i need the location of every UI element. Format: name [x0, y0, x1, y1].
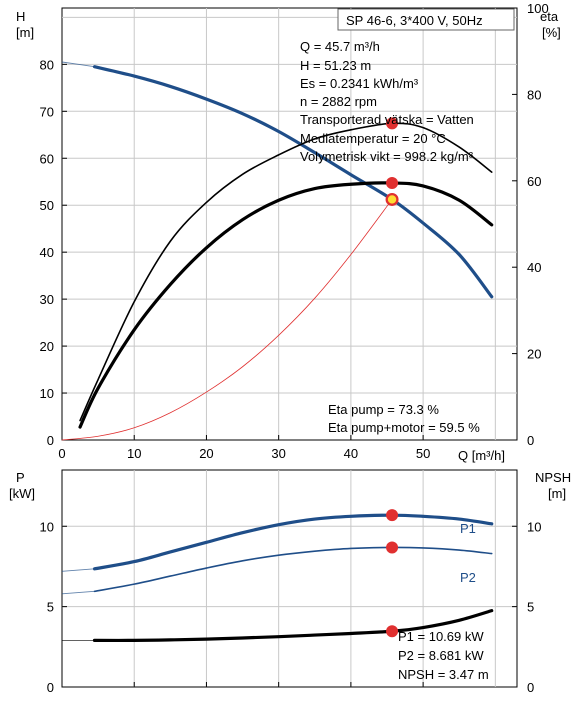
bot-plot-frame [61, 469, 518, 688]
y-tick-label-right: 80 [527, 87, 541, 102]
y-tick-label-right: 40 [527, 260, 541, 275]
bot-op-marker [386, 541, 399, 554]
bottom-ylabel-right-line2: [m] [548, 486, 566, 501]
efficiency-info: Eta pump = 73.3 % Eta pump+motor = 59.5 … [328, 402, 480, 435]
bottom-markers [386, 509, 399, 638]
top-curve-2 [78, 181, 494, 429]
bot-op-marker [386, 625, 399, 638]
y-tick-label-left: 5 [47, 600, 54, 615]
title-box [337, 8, 515, 31]
info-energy: Es = 0.2341 kWh/m³ [300, 76, 419, 91]
power-npsh-chart: 0 5 10 0 5 10 P [kW] NPSH [m] P1 P2 P1 = 10.6… [9, 469, 571, 695]
top-op-marker [387, 195, 397, 204]
bottom-curves [61, 513, 494, 643]
top-op-marker [386, 117, 399, 130]
bottom-tick-labels: 0 5 10 0 5 10 [40, 519, 542, 695]
performance-chart: 0 10 20 30 40 50 0 10 20 30 40 50 60 70 80 0 20 40 60 80 100… [16, 1, 561, 463]
y-tick-label-right: 5 [527, 600, 534, 615]
y-tick-label-left: 30 [40, 292, 54, 307]
y-tick-label-right: 10 [527, 519, 541, 534]
y-tick-label-left: 50 [40, 198, 54, 213]
info-speed: n = 2882 rpm [300, 94, 377, 109]
top-ylabel-right-line2: [%] [542, 25, 561, 40]
info-flow: Q = 45.7 m³/h [300, 39, 380, 54]
info-p2: P2 = 8.681 kW [398, 648, 484, 663]
y-tick-label-left: 60 [40, 151, 54, 166]
info-temperature: Mediatemperatur = 20 °C [300, 131, 446, 146]
power-info: P1 = 10.69 kW P2 = 8.681 kW NPSH = 3.47 … [398, 629, 489, 682]
bot-curve-extension [61, 590, 95, 595]
info-npsh: NPSH = 3.47 m [398, 667, 489, 682]
bot-curve-extension [61, 568, 95, 572]
x-tick-label: 30 [271, 446, 285, 461]
bottom-ylabel-right-line1: NPSH [535, 470, 571, 485]
x-tick-label: 50 [416, 446, 430, 461]
top-curve-0 [92, 65, 494, 299]
y-tick-label-left: 0 [47, 680, 54, 695]
y-tick-label-left: 10 [40, 519, 54, 534]
bot-op-marker [386, 509, 399, 522]
y-tick-label-right: 60 [527, 174, 541, 189]
bot-curve-0 [92, 513, 494, 571]
x-tick-label: 20 [199, 446, 213, 461]
top-ylabel-left-line2: [m] [16, 25, 34, 40]
top-curves [61, 61, 494, 441]
info-p1: P1 = 10.69 kW [398, 629, 484, 644]
bot-curve-2 [92, 609, 494, 643]
top-grid [61, 7, 518, 441]
series-label-p2: P2 [460, 570, 476, 585]
x-tick-label: 0 [58, 446, 65, 461]
top-tick-labels: 0 10 20 30 40 50 0 10 20 30 40 50 60 70 80 0 20 40 60 80 100 [40, 1, 549, 461]
top-ylabel-left-line1: H [16, 9, 25, 24]
y-tick-label-right: 0 [527, 433, 534, 448]
bottom-ylabel-left-line2: [kW] [9, 486, 35, 501]
y-tick-label-left: 20 [40, 339, 54, 354]
series-label-p1: P1 [460, 521, 476, 536]
top-curve-1 [79, 122, 493, 422]
y-tick-label-right: 20 [527, 347, 541, 362]
bot-curve-1 [93, 546, 493, 593]
y-tick-label-left: 0 [47, 433, 54, 448]
top-xlabel: Q [m³/h] [458, 448, 505, 463]
bottom-ylabel-left-line1: P [16, 470, 25, 485]
info-head: H = 51.23 m [300, 58, 371, 73]
top-plot-frame [61, 7, 518, 441]
top-ylabel-right-line1: eta [540, 9, 559, 24]
info-density: Volymetrisk vikt = 998.2 kg/m³ [300, 149, 474, 164]
operating-point-info: Q = 45.7 m³/h H = 51.23 m Es = 0.2341 kW… [300, 39, 474, 164]
info-eta-pump: Eta pump = 73.3 % [328, 402, 439, 417]
top-op-marker [386, 176, 399, 189]
bottom-grid [61, 469, 518, 688]
y-tick-label-right: 0 [527, 680, 534, 695]
y-tick-label-right: 100 [527, 1, 549, 16]
x-tick-label: 10 [127, 446, 141, 461]
y-tick-label-left: 10 [40, 386, 54, 401]
info-liquid: Transporterad vätska = Vatten [300, 112, 474, 127]
top-curve-extension [61, 61, 95, 68]
y-tick-label-left: 40 [40, 245, 54, 260]
x-tick-label: 40 [344, 446, 358, 461]
info-eta-pump-motor: Eta pump+motor = 59.5 % [328, 420, 480, 435]
chart-title: SP 46-6, 3*400 V, 50Hz [346, 13, 483, 28]
top-curve-3 [61, 199, 393, 441]
y-tick-label-left: 70 [40, 104, 54, 119]
y-tick-label-left: 80 [40, 57, 54, 72]
top-markers [385, 117, 399, 206]
